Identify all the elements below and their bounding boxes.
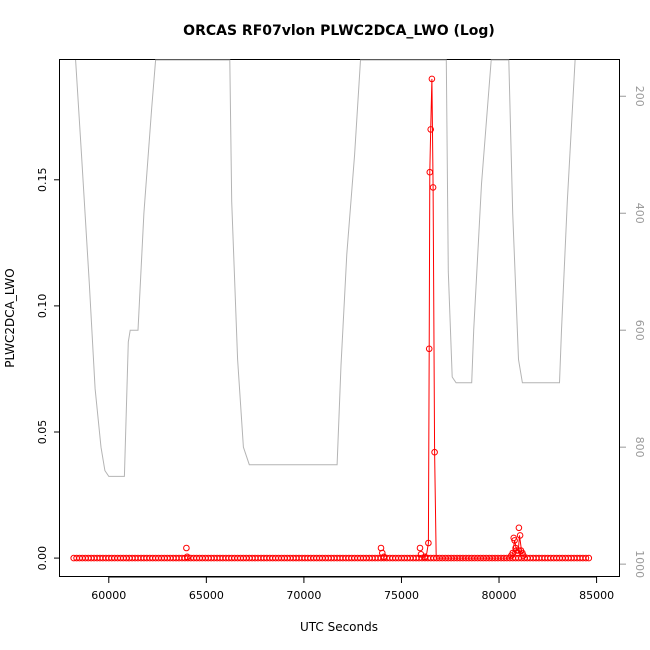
x-tick-label: 80000 [482,589,517,602]
y-tick-label: 0.05 [36,420,49,445]
y-axis: 0.00 0.05 0.10 0.15 [36,168,60,571]
data-point [380,553,388,561]
data-point-series [70,75,593,562]
data-point [428,75,436,83]
y-tick-label: 0.15 [36,168,49,193]
right-tick-label: 800 [633,437,646,458]
data-point [425,539,432,547]
data-point [515,524,523,532]
data-point [183,544,190,552]
right-tick-label: 1000 [633,550,646,578]
data-point [421,553,429,561]
y-tick-label: 0.00 [36,546,49,571]
data-point [183,553,191,561]
x-tick-label: 75000 [384,589,419,602]
data-point [516,532,524,539]
altitude-line [75,59,576,477]
x-tick-label: 70000 [286,589,321,602]
data-point [426,168,434,176]
y-axis-label: PLWC2DCA_LWO [3,268,17,367]
x-axis: 60000 65000 70000 75000 80000 85000 [91,576,614,602]
data-point [379,549,386,557]
altitude-series [75,59,576,477]
data-point [429,184,437,191]
right-tick-label: 200 [633,86,646,107]
chart-title: ORCAS RF07vlon PLWC2DCA_LWO (Log) [183,23,495,39]
data-point [416,544,424,552]
data-point [585,554,593,562]
x-tick-label: 65000 [189,589,224,602]
data-point [520,552,527,559]
data-point [431,448,438,456]
data-point [427,126,435,133]
x-tick-label: 85000 [579,589,614,602]
x-axis-label: UTC Seconds [300,620,378,634]
right-tick-label: 400 [633,203,646,224]
data-point [511,537,518,544]
y-tick-label: 0.10 [36,294,49,319]
x-tick-label: 60000 [91,589,126,602]
data-point [425,345,433,353]
right-axis: 200 400 600 800 1000 [620,86,646,578]
right-tick-label: 600 [633,320,646,341]
data-point [582,554,590,562]
